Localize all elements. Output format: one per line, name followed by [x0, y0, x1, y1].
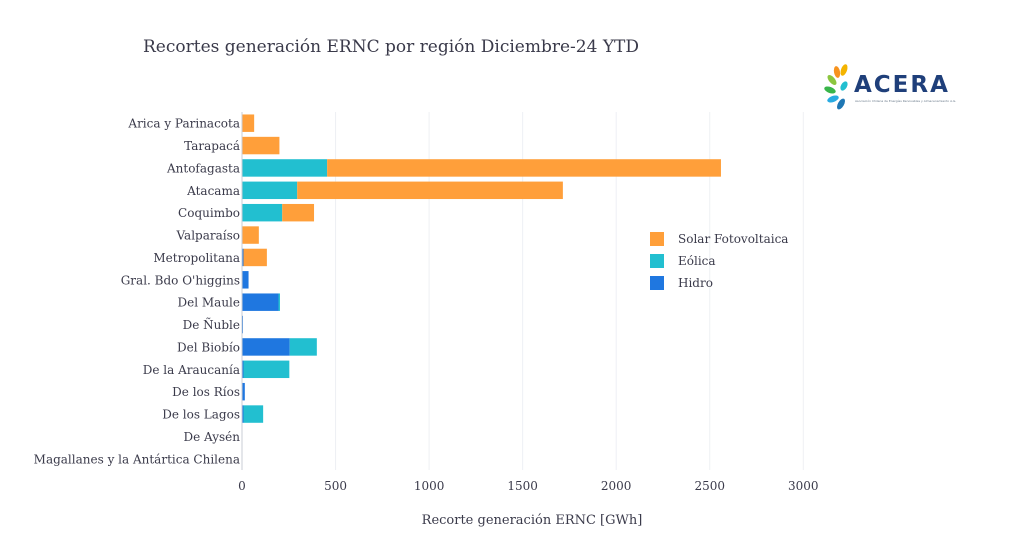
bar-segment-hidro — [242, 360, 244, 379]
chart-title: Recortes generación ERNC por región Dici… — [143, 37, 640, 57]
bar-segment-hidro — [242, 248, 244, 267]
legend-swatch — [650, 232, 664, 246]
bar-segment-eolica — [243, 360, 290, 379]
y-category-label: Gral. Bdo O'higgins — [121, 273, 240, 287]
bar-segment-hidro — [242, 338, 290, 356]
y-category-label: De los Ríos — [172, 385, 240, 399]
x-axis-title: Recorte generación ERNC [GWh] — [421, 513, 643, 528]
legend-item-solar[interactable]: Solar Fotovoltaica — [650, 228, 788, 250]
y-category-label: Atacama — [186, 184, 240, 198]
acera-logo: ACERA Asociación Chilena de Energías Ren… — [824, 62, 957, 112]
y-category-label: Metropolitana — [153, 251, 240, 265]
bar-segment-hidro — [242, 293, 279, 311]
bar-segment-solar — [297, 181, 563, 200]
x-tick-label: 2000 — [601, 479, 632, 493]
bar-segment-solar — [242, 114, 255, 132]
chart-legend: Solar Fotovoltaica Eólica Hidro — [650, 228, 788, 294]
legend-label: Eólica — [678, 254, 716, 268]
bar-segment-eolica — [289, 338, 317, 356]
x-tick-label: 1000 — [414, 479, 445, 493]
bar-segment-solar — [327, 159, 721, 177]
y-category-label: De los Lagos — [162, 408, 240, 422]
y-category-label: Coquimbo — [178, 206, 240, 220]
x-tick-label: 3000 — [788, 479, 819, 493]
logo-wordmark: ACERA — [854, 72, 950, 98]
y-category-label: Magallanes y la Antártica Chilena — [34, 452, 240, 466]
legend-item-eolica[interactable]: Eólica — [650, 250, 788, 272]
bar-segment-hidro — [242, 271, 249, 289]
y-category-label: Valparaíso — [175, 229, 240, 243]
bar-segment-eolica — [243, 405, 264, 423]
legend-swatch — [650, 276, 664, 290]
legend-swatch — [650, 254, 664, 268]
bar-segment-solar — [282, 203, 315, 222]
legend-label: Hidro — [678, 276, 713, 290]
y-category-label: Del Maule — [178, 296, 240, 310]
y-category-label: De la Araucanía — [143, 363, 240, 377]
legend-item-hidro[interactable]: Hidro — [650, 272, 788, 294]
legend-label: Solar Fotovoltaica — [678, 232, 789, 246]
logo-tagline: Asociación Chilena de Energías Renovable… — [855, 99, 957, 103]
bar-segment-eolica — [242, 159, 328, 177]
y-category-label: De Ñuble — [183, 317, 240, 332]
y-category-label: Antofagasta — [166, 161, 240, 175]
x-tick-label: 0 — [238, 479, 246, 493]
y-category-label: Del Biobío — [177, 340, 240, 354]
x-tick-label: 500 — [324, 479, 347, 493]
y-category-label: Tarapacá — [184, 139, 240, 153]
bar-segment-solar — [242, 136, 280, 155]
bar-segment-eolica — [278, 293, 280, 311]
bar-segment-hidro — [242, 405, 244, 423]
acera-leaf-icon — [824, 64, 848, 110]
x-tick-label: 2500 — [694, 479, 725, 493]
bar-segment-hidro — [242, 382, 245, 401]
y-category-label: De Aysén — [184, 430, 241, 444]
bar-segment-solar — [242, 226, 259, 244]
bar-segment-eolica — [242, 203, 283, 222]
y-category-label: Arica y Parinacota — [127, 117, 240, 131]
bar-segment-solar — [243, 248, 267, 267]
x-tick-label: 1500 — [507, 479, 538, 493]
bar-segment-eolica — [242, 181, 298, 200]
